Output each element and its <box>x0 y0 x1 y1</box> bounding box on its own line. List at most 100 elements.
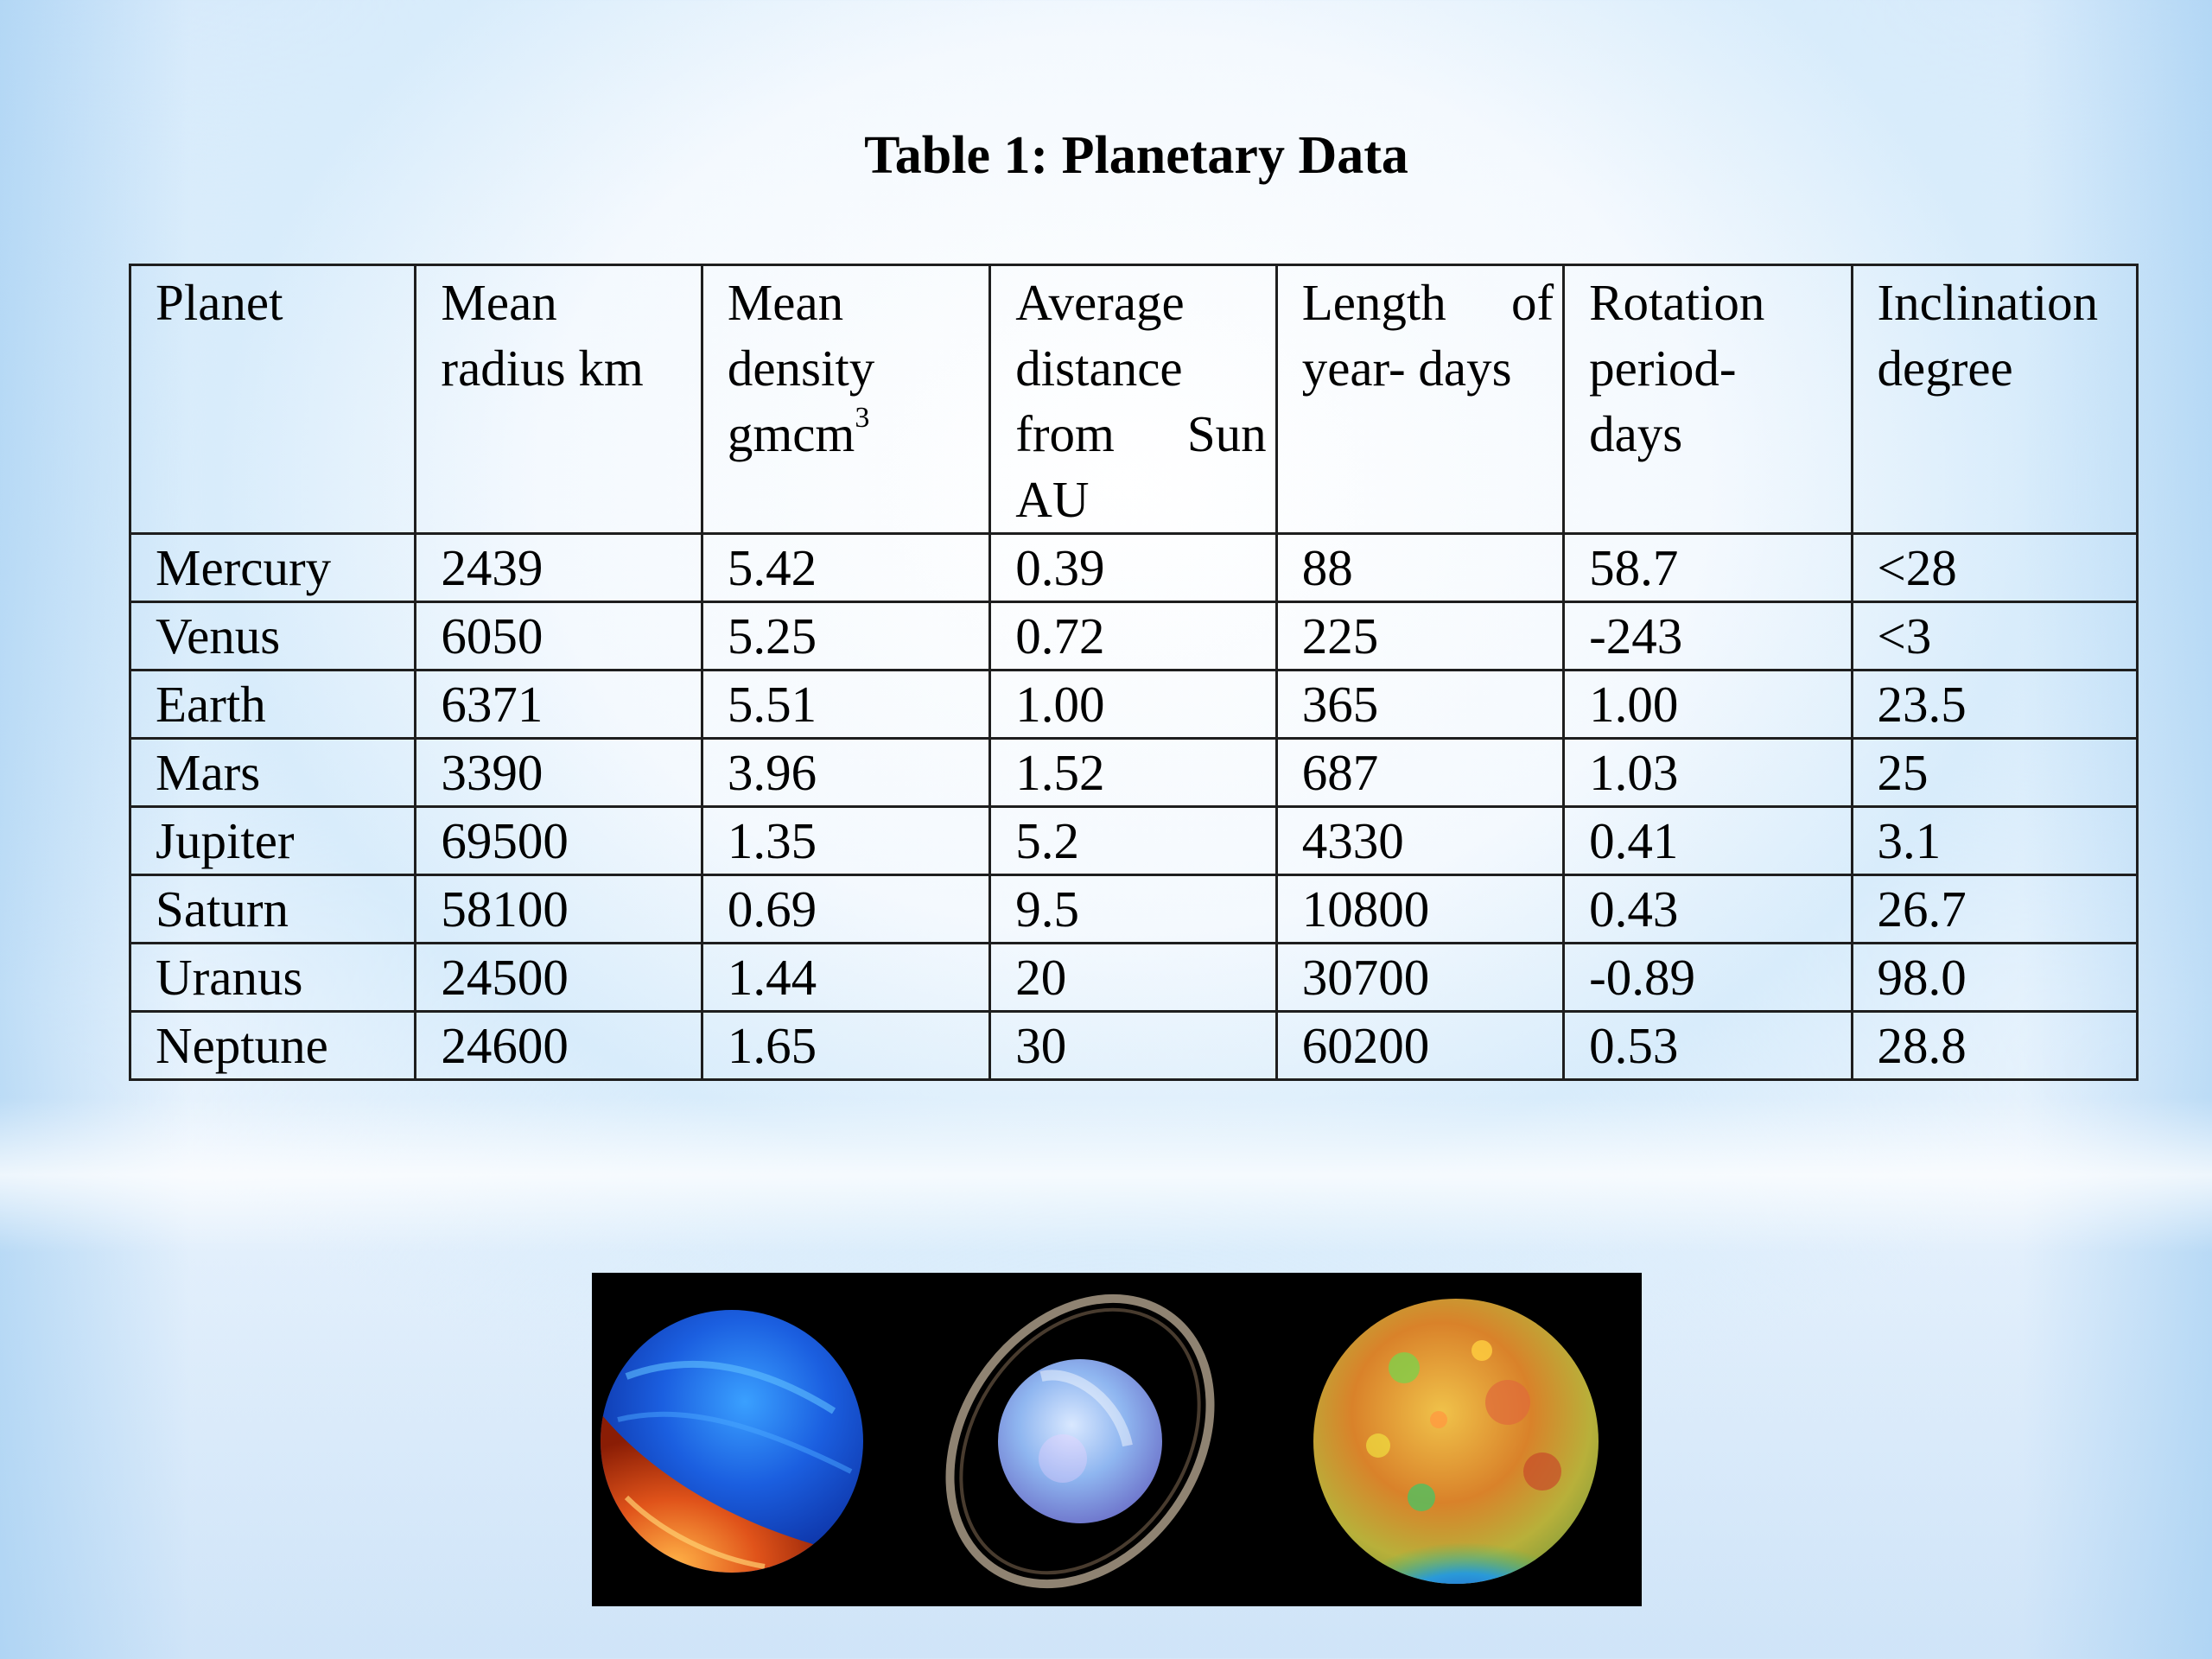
header-rotation-line1: Rotation <box>1589 274 1765 331</box>
header-inclination: Inclination degree <box>1850 264 2139 535</box>
cell-distance: 30 <box>988 1010 1278 1081</box>
cell-inclination: 3.1 <box>1850 805 2139 876</box>
cell-density: 5.42 <box>700 532 992 603</box>
header-mean-radius: Mean radius km <box>414 264 703 535</box>
cell-planet: Saturn <box>128 874 417 944</box>
cell-planet: Neptune <box>128 1010 417 1081</box>
table-header-row: Planet Mean radius km Mean density gmcm3… <box>128 264 2139 535</box>
header-inclination-line2: degree <box>1877 340 2013 397</box>
header-rotation-line2: period- <box>1589 340 1737 397</box>
cell-distance: 0.72 <box>988 601 1278 671</box>
cell-planet: Mercury <box>128 532 417 603</box>
cell-rotation: 1.03 <box>1562 737 1853 808</box>
cell-distance: 9.5 <box>988 874 1278 944</box>
cell-distance: 1.00 <box>988 669 1278 740</box>
cell-year: 88 <box>1274 532 1566 603</box>
cell-radius: 6371 <box>414 669 703 740</box>
table-row: Uranus 24500 1.44 20 30700 -0.89 98.0 <box>128 942 2139 1013</box>
cell-distance: 1.52 <box>988 737 1278 808</box>
header-distance-line4: AU <box>1015 471 1090 528</box>
uranus-ringed-planet-icon <box>945 1294 1215 1589</box>
cell-planet: Venus <box>128 601 417 671</box>
cell-inclination: 23.5 <box>1850 669 2139 740</box>
table-row: Neptune 24600 1.65 30 60200 0.53 28.8 <box>128 1010 2139 1081</box>
cell-inclination: 26.7 <box>1850 874 2139 944</box>
header-distance-line1: Average <box>1015 274 1185 331</box>
cell-inclination: <3 <box>1850 601 2139 671</box>
cell-rotation: 0.43 <box>1562 874 1853 944</box>
header-distance-from: from <box>1015 405 1115 462</box>
cell-inclination: 28.8 <box>1850 1010 2139 1081</box>
cell-rotation: -243 <box>1562 601 1853 671</box>
header-density-unit: gmcm <box>727 405 855 462</box>
header-distance-line3: from Sun <box>1015 401 1266 467</box>
cell-rotation: 58.7 <box>1562 532 1853 603</box>
cell-year: 30700 <box>1274 942 1566 1013</box>
cell-distance: 5.2 <box>988 805 1278 876</box>
header-length-of-year: Length of year- days <box>1274 264 1566 535</box>
cell-distance: 0.39 <box>988 532 1278 603</box>
cell-planet: Mars <box>128 737 417 808</box>
header-planet-label: Planet <box>156 274 283 331</box>
cell-year: 10800 <box>1274 874 1566 944</box>
header-radius-line1: Mean <box>441 274 557 331</box>
moon-topography-icon <box>1313 1299 1599 1584</box>
cell-year: 687 <box>1274 737 1566 808</box>
planets-image <box>592 1273 1642 1606</box>
table-row: Venus 6050 5.25 0.72 225 -243 <3 <box>128 601 2139 671</box>
cell-inclination: 25 <box>1850 737 2139 808</box>
cell-density: 5.25 <box>700 601 992 671</box>
header-year-line2: year- days <box>1301 340 1512 397</box>
cell-density: 1.65 <box>700 1010 992 1081</box>
cell-radius: 69500 <box>414 805 703 876</box>
cell-rotation: 0.53 <box>1562 1010 1853 1081</box>
cell-rotation: 0.41 <box>1562 805 1853 876</box>
header-density-line1: Mean <box>727 274 844 331</box>
cell-planet: Jupiter <box>128 805 417 876</box>
cell-distance: 20 <box>988 942 1278 1013</box>
header-density-line3: gmcm3 <box>728 401 980 467</box>
header-inclination-line1: Inclination <box>1877 274 2099 331</box>
table-row: Jupiter 69500 1.35 5.2 4330 0.41 3.1 <box>128 805 2139 876</box>
header-density-line2: density <box>727 340 875 397</box>
cell-year: 365 <box>1274 669 1566 740</box>
cell-year: 60200 <box>1274 1010 1566 1081</box>
header-rotation-line3: days <box>1589 405 1683 462</box>
header-radius-line2: radius km <box>441 340 644 397</box>
table-row: Earth 6371 5.51 1.00 365 1.00 23.5 <box>128 669 2139 740</box>
cell-planet: Earth <box>128 669 417 740</box>
cell-density: 0.69 <box>700 874 992 944</box>
header-mean-density: Mean density gmcm3 <box>700 264 992 535</box>
cell-inclination: <28 <box>1850 532 2139 603</box>
cell-density: 1.35 <box>700 805 992 876</box>
cell-inclination: 98.0 <box>1850 942 2139 1013</box>
cell-rotation: -0.89 <box>1562 942 1853 1013</box>
header-year-line1: Length of <box>1302 270 1554 335</box>
table-row: Mercury 2439 5.42 0.39 88 58.7 <28 <box>128 532 2139 603</box>
cell-planet: Uranus <box>128 942 417 1013</box>
header-density-superscript: 3 <box>855 402 870 434</box>
cell-radius: 6050 <box>414 601 703 671</box>
header-rotation-period: Rotation period- days <box>1562 264 1853 535</box>
cell-radius: 24500 <box>414 942 703 1013</box>
cell-radius: 2439 <box>414 532 703 603</box>
cell-year: 225 <box>1274 601 1566 671</box>
cell-rotation: 1.00 <box>1562 669 1853 740</box>
header-distance-line2: distance <box>1015 340 1183 397</box>
venus-planet-icon <box>601 1310 863 1573</box>
cell-density: 3.96 <box>700 737 992 808</box>
cell-density: 5.51 <box>700 669 992 740</box>
table-row: Saturn 58100 0.69 9.5 10800 0.43 26.7 <box>128 874 2139 944</box>
cell-density: 1.44 <box>700 942 992 1013</box>
header-average-distance: Average distance from Sun AU <box>988 264 1278 535</box>
header-distance-sun: Sun <box>1186 405 1267 462</box>
cell-radius: 24600 <box>414 1010 703 1081</box>
planetary-data-table: Planet Mean radius km Mean density gmcm3… <box>128 264 2139 1081</box>
header-year-of: of <box>1510 274 1554 331</box>
header-planet: Planet <box>128 264 417 535</box>
page-title: Table 1: Planetary Data <box>864 126 1408 185</box>
table-row: Mars 3390 3.96 1.52 687 1.03 25 <box>128 737 2139 808</box>
header-year-length: Length <box>1301 274 1446 331</box>
cell-radius: 58100 <box>414 874 703 944</box>
background-glow <box>0 1097 2212 1253</box>
